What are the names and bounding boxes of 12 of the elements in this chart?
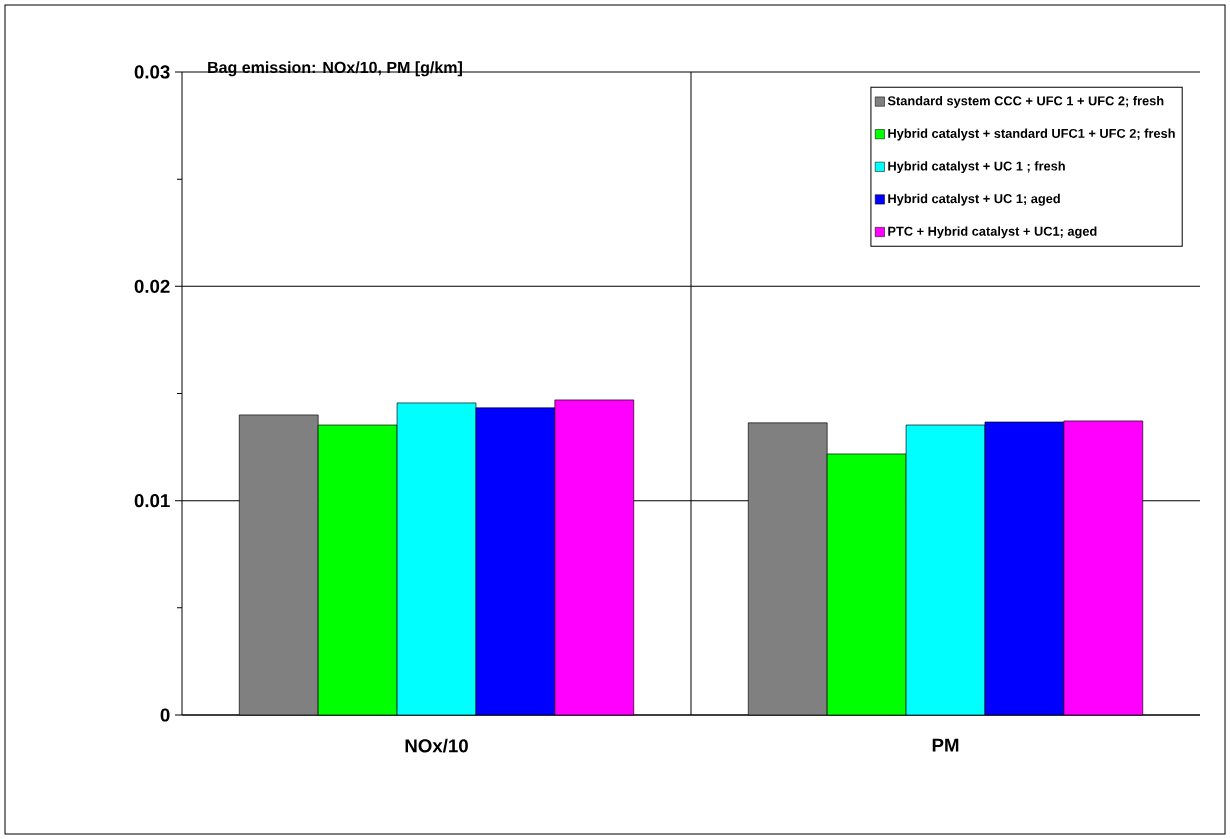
legend-label: PTC + Hybrid catalyst + UC1; aged [888, 226, 1097, 239]
chart-title: Bag emission: NOx/10, PM [g/km] [208, 61, 462, 77]
legend-label: Hybrid catalyst + UC 1; aged [888, 193, 1060, 206]
legend-label: Hybrid catalyst + UC 1 ; fresh [888, 161, 1065, 174]
y-tick-label: 0.03 [134, 65, 170, 79]
y-tick-label: 0.01 [134, 494, 170, 508]
legend-label: Standard system CCC + UFC 1 + UFC 2; fresh [887, 95, 1164, 108]
y-tick-label: 0.02 [134, 279, 170, 293]
y-tick-label: 0 [160, 708, 170, 722]
x-tick-label: PM [932, 738, 959, 752]
legend-label: Hybrid catalyst + standard UFC1 + UFC 2; fresh [888, 128, 1175, 141]
x-tick-label: NOx/10 [405, 738, 468, 753]
